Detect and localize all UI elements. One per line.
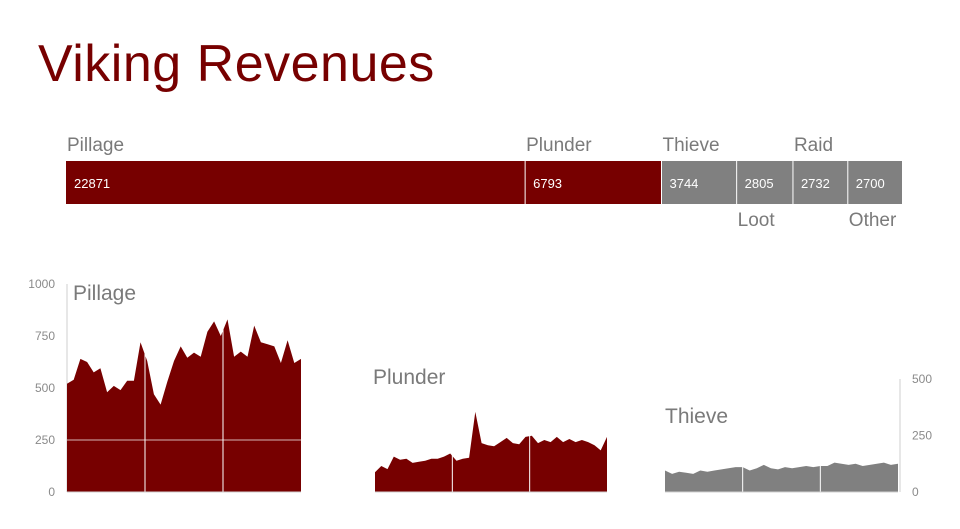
y-tick-label: 1000 (28, 277, 55, 291)
area-series-thieve (665, 462, 898, 492)
y-tick-label: 500 (35, 381, 55, 395)
y-tick-label: 0 (48, 485, 55, 499)
y-tick-label: 0 (912, 485, 919, 499)
area-chart-thieve: 0 250 500 Thieve (665, 372, 932, 499)
data-label-other: 2700 (856, 176, 885, 191)
data-label-plunder: 6793 (533, 176, 562, 191)
category-label-plunder: Plunder (526, 135, 592, 156)
data-label-thieve: 3744 (669, 176, 698, 191)
category-label-thieve: Thieve (662, 135, 719, 156)
category-label-pillage: Pillage (67, 135, 124, 156)
bar-segment-thieve (661, 161, 737, 204)
chart-title-pillage: Pillage (73, 282, 136, 305)
page-title: Viking Revenues (38, 35, 435, 93)
y-tick-label: 500 (912, 372, 932, 386)
data-label-pillage: 22871 (74, 176, 110, 191)
y-tick-label: 750 (35, 329, 55, 343)
y-tick-label: 250 (912, 429, 932, 443)
bar-segment-other (847, 161, 902, 204)
bar-segment-loot (736, 161, 793, 204)
category-label-raid: Raid (794, 135, 833, 156)
bar-segment-pillage (66, 161, 526, 204)
y-tick-label: 250 (35, 433, 55, 447)
area-series-plunder (375, 411, 607, 492)
chart-title-plunder: Plunder (373, 366, 445, 389)
data-label-loot: 2805 (745, 176, 774, 191)
area-chart-pillage: 0 250 500 750 1000 Pillage (28, 277, 301, 499)
area-chart-plunder: Plunder (373, 284, 607, 493)
category-label-loot: Loot (738, 210, 776, 231)
bar-segment-plunder (525, 161, 662, 204)
stacked-bar: 22871 Pillage 6793 Plunder 3744 Thieve 2805 Loo… (66, 135, 902, 231)
chart-title-thieve: Thieve (665, 405, 728, 428)
data-label-raid: 2732 (801, 176, 830, 191)
bar-segment-raid (792, 161, 848, 204)
category-label-other: Other (849, 210, 897, 231)
area-series-pillage (67, 319, 301, 492)
